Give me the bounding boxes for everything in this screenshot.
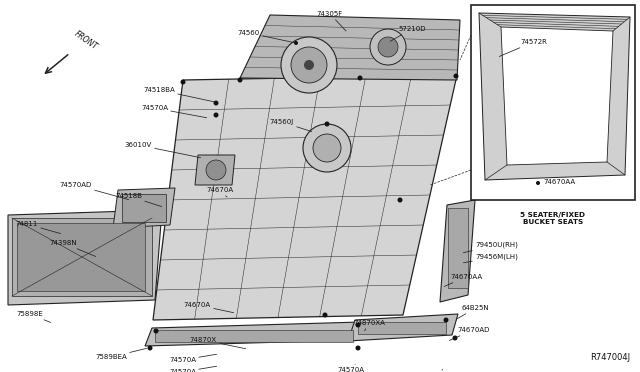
Text: 64B25N: 64B25N — [456, 305, 490, 319]
Text: 79456M(LH): 79456M(LH) — [463, 254, 518, 263]
Circle shape — [536, 181, 540, 185]
Text: 74670AA: 74670AA — [444, 274, 482, 286]
Circle shape — [444, 317, 449, 323]
Polygon shape — [145, 322, 362, 346]
Polygon shape — [440, 200, 475, 302]
Text: 74570AD: 74570AD — [60, 182, 129, 200]
Text: 74570A: 74570A — [426, 369, 453, 372]
Circle shape — [323, 312, 328, 317]
Bar — [471, 5, 635, 200]
Circle shape — [370, 29, 406, 65]
Circle shape — [313, 134, 341, 162]
Circle shape — [294, 41, 298, 45]
Circle shape — [214, 112, 218, 118]
Circle shape — [324, 122, 330, 126]
Bar — [12, 218, 152, 296]
Polygon shape — [240, 15, 460, 80]
Text: 74518BA: 74518BA — [143, 87, 214, 102]
Polygon shape — [153, 75, 457, 320]
Circle shape — [355, 323, 360, 327]
Text: 74572R: 74572R — [499, 39, 547, 57]
Text: 74560J: 74560J — [269, 119, 312, 132]
Circle shape — [397, 198, 403, 202]
Text: 74870X: 74870X — [190, 337, 246, 349]
Circle shape — [281, 37, 337, 93]
Circle shape — [154, 328, 159, 334]
Circle shape — [180, 80, 186, 84]
Text: 74670AD: 74670AD — [449, 327, 490, 340]
Polygon shape — [113, 188, 175, 228]
Polygon shape — [348, 314, 458, 341]
Text: 74670AA: 74670AA — [543, 179, 575, 185]
Text: 36010V: 36010V — [125, 142, 200, 158]
Text: 74570A: 74570A — [337, 364, 364, 372]
Text: 74570A: 74570A — [169, 366, 216, 372]
Text: 74670A: 74670A — [184, 302, 234, 313]
Circle shape — [304, 60, 314, 70]
Text: 74398N: 74398N — [49, 240, 96, 256]
Text: 79450U(RH): 79450U(RH) — [463, 242, 518, 253]
Text: 74870XA: 74870XA — [353, 320, 385, 331]
Bar — [448, 208, 468, 288]
Text: 74570A: 74570A — [169, 354, 216, 363]
Text: 57210D: 57210D — [390, 26, 426, 41]
Text: 74570A: 74570A — [141, 105, 207, 118]
Circle shape — [291, 47, 327, 83]
Bar — [122, 194, 166, 222]
Text: R747004J: R747004J — [590, 353, 630, 362]
Circle shape — [206, 160, 226, 180]
Text: 74670A: 74670A — [206, 187, 233, 197]
Bar — [358, 322, 446, 334]
Polygon shape — [8, 210, 162, 305]
Circle shape — [237, 77, 243, 83]
Polygon shape — [195, 155, 235, 185]
Bar — [17, 223, 145, 291]
Circle shape — [358, 76, 362, 80]
Text: 74811: 74811 — [15, 221, 61, 234]
Polygon shape — [501, 27, 613, 165]
Text: 74305F: 74305F — [317, 11, 346, 31]
Text: 75898E: 75898E — [16, 311, 51, 323]
Circle shape — [147, 346, 152, 350]
Text: 74560: 74560 — [237, 30, 294, 43]
Circle shape — [452, 336, 458, 340]
Circle shape — [303, 124, 351, 172]
Text: 5 SEATER/FIXED
BUCKET SEATS: 5 SEATER/FIXED BUCKET SEATS — [520, 212, 586, 225]
Circle shape — [214, 100, 218, 106]
Bar — [155, 330, 353, 342]
Text: FRONT: FRONT — [73, 30, 99, 52]
Text: 74518B: 74518B — [115, 193, 162, 206]
Circle shape — [355, 346, 360, 350]
Polygon shape — [479, 13, 630, 180]
Text: 7589BEA: 7589BEA — [95, 348, 147, 360]
Circle shape — [378, 37, 398, 57]
Circle shape — [454, 74, 458, 78]
